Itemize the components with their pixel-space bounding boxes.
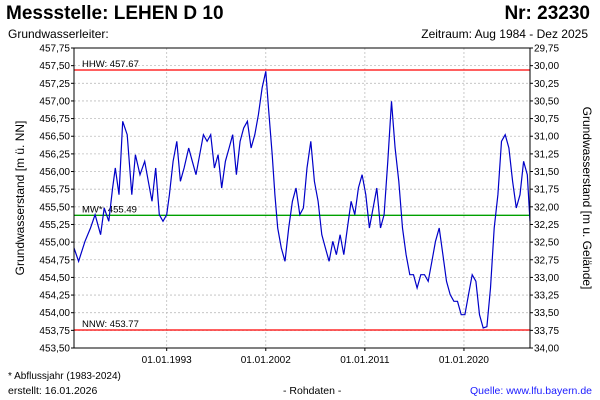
y-tick-label: 454,25 — [39, 291, 70, 302]
x-tick-label: 01.01.1993 — [142, 355, 192, 366]
x-tick-label: 01.01.2011 — [340, 355, 390, 366]
y-tick-label: 457,00 — [39, 96, 70, 107]
y2-tick-label: 31,75 — [534, 185, 559, 196]
y2-tick-label: 32,50 — [534, 238, 559, 249]
y2-tick-label: 32,25 — [534, 220, 559, 231]
source-link[interactable]: Quelle: www.lfu.bayern.de — [470, 385, 592, 397]
reference-lines: HHW: 457.67 MW*: 455.49 NNW: 453.77 — [74, 59, 530, 331]
y-tick-label: 456,00 — [39, 167, 70, 178]
y2-tick-label: 33,75 — [534, 326, 559, 337]
reference-line-label: NNW: 453.77 — [82, 319, 139, 330]
raw-data-note: - Rohdaten - — [283, 385, 342, 397]
x-axis-ticks: 01.01.1993 01.01.2002 01.01.2011 01.01.2020 — [142, 348, 489, 366]
y-tick-label: 454,75 — [39, 255, 70, 266]
footnote: * Abflussjahr (1983-2024) — [8, 371, 121, 382]
x-tick-label: 01.01.2002 — [241, 355, 291, 366]
y-tick-label: 454,50 — [39, 273, 70, 284]
y2-tick-label: 33,00 — [534, 273, 559, 284]
aquifer-label: Grundwasserleiter: — [8, 27, 109, 41]
y2-tick-label: 30,00 — [534, 61, 559, 72]
station-number: Nr: 23230 — [504, 3, 590, 24]
y-tick-label: 457,75 — [39, 44, 70, 55]
x-tick-label: 01.01.2020 — [439, 355, 489, 366]
y-axis-label: Grundwasserstand [m ü. NN] — [13, 121, 27, 276]
plot-frame — [73, 47, 531, 349]
created-date: erstellt: 16.01.2026 — [8, 385, 98, 397]
y-tick-label: 455,50 — [39, 202, 70, 213]
y2-tick-label: 30,75 — [534, 114, 559, 125]
y-tick-label: 454,00 — [39, 308, 70, 319]
chart-grid — [74, 47, 530, 349]
time-range: Zeitraum: Aug 1984 - Dez 2025 — [421, 27, 588, 41]
reference-line-label: HHW: 457.67 — [82, 59, 139, 70]
y2-axis-label: Grundwasserstand [m u. Gelände] — [580, 107, 594, 290]
y2-tick-label: 30,50 — [534, 96, 559, 107]
y-axis-ticks: 453,50 453,75 454,00 454,25 454,50 454,75 455,… — [39, 44, 74, 355]
y-tick-label: 456,50 — [39, 132, 70, 143]
groundwater-series-line — [73, 71, 531, 329]
y-tick-label: 456,75 — [39, 114, 70, 125]
y2-tick-label: 29,75 — [534, 44, 559, 55]
y2-tick-label: 32,00 — [534, 202, 559, 213]
y-tick-label: 455,00 — [39, 238, 70, 249]
y-tick-label: 455,75 — [39, 185, 70, 196]
y2-tick-label: 33,25 — [534, 291, 559, 302]
station-title: Messstelle: LEHEN D 10 — [6, 3, 224, 24]
y2-axis-ticks: 29,75 30,00 30,25 30,50 30,75 31,00 31,25 31,50… — [530, 44, 559, 355]
y2-tick-label: 33,50 — [534, 308, 559, 319]
y2-tick-label: 34,00 — [534, 344, 559, 355]
y2-tick-label: 30,25 — [534, 79, 559, 90]
y2-tick-label: 31,25 — [534, 149, 559, 160]
y2-tick-label: 32,75 — [534, 255, 559, 266]
y-tick-label: 457,25 — [39, 79, 70, 90]
y-tick-label: 456,25 — [39, 149, 70, 160]
y-tick-label: 455,25 — [39, 220, 70, 231]
reference-line-label: MW*: 455.49 — [82, 204, 137, 215]
y-tick-label: 457,50 — [39, 61, 70, 72]
y2-tick-label: 31,50 — [534, 167, 559, 178]
y-tick-label: 453,50 — [39, 344, 70, 355]
y-tick-label: 453,75 — [39, 326, 70, 337]
y2-tick-label: 31,00 — [534, 132, 559, 143]
